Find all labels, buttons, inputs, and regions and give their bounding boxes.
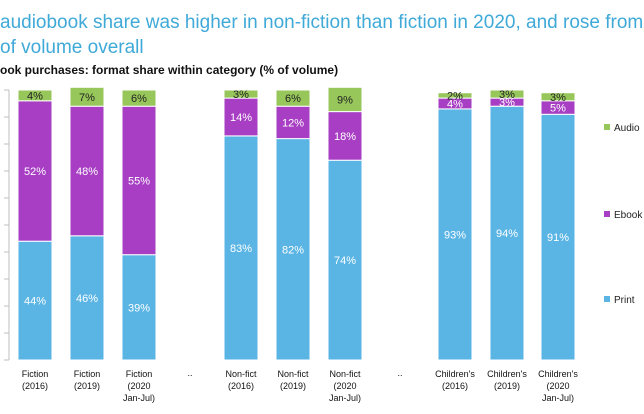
category-separator: .. [187, 368, 192, 378]
data-label-audio: 3% [233, 89, 249, 101]
bar-audio [275, 89, 311, 107]
data-label-ebook: 12% [282, 117, 304, 129]
data-label-audio: 7% [79, 92, 95, 104]
headline-line-2: of volume overall [0, 37, 144, 58]
legend: Audio Ebook Print [604, 123, 643, 306]
category-separator: .. [397, 368, 402, 378]
bar-print [121, 254, 157, 361]
bar-audio [327, 86, 363, 113]
data-label-ebook: 14% [230, 112, 252, 124]
bar-ebook [223, 97, 259, 137]
category-label: Fiction (2019) [74, 369, 101, 391]
category-label: Non-fict (2016) [225, 369, 257, 391]
bar-audio [69, 86, 105, 107]
bar-ebook [121, 105, 157, 256]
category-label: Non-fict (2019) [277, 369, 309, 391]
data-label-audio: 9% [337, 94, 353, 106]
bar-audio [17, 89, 53, 102]
category-label: Fiction (2020 Jan-Jul) [123, 369, 155, 403]
bar-audio [223, 89, 259, 99]
bar-print [327, 159, 363, 361]
data-label-print: 39% [128, 302, 150, 314]
data-label-print: 44% [24, 296, 46, 308]
data-label-print: 46% [76, 293, 98, 305]
data-label-print: 83% [230, 243, 252, 255]
category-label: Fiction (2016) [22, 369, 49, 391]
headline: audiobook share was higher in non-fictio… [0, 10, 644, 60]
legend-label-print: Print [614, 295, 635, 306]
bar-ebook [17, 100, 53, 242]
data-label-audio: 3% [550, 92, 566, 104]
data-label-ebook: 48% [76, 166, 98, 178]
bar-audio [437, 92, 473, 99]
legend-label-ebook: Ebook [614, 210, 643, 221]
data-label-print: 94% [496, 228, 518, 240]
data-label-ebook: 3% [499, 97, 515, 109]
data-label-ebook: 55% [128, 175, 150, 187]
category-label: Children's (2019) [487, 369, 527, 391]
data-label-audio: 4% [27, 90, 43, 102]
data-label-ebook: 4% [447, 99, 463, 111]
data-label-ebook: 52% [24, 166, 46, 178]
category-labels: Fiction (2016) Fiction (2019) Fiction (2020 Ja… [22, 368, 579, 403]
headline-line-1: audiobook share was higher in non-fictio… [0, 12, 644, 33]
bar-print [223, 135, 259, 361]
category-label: Non-fict (2020 Jan-Jul) [329, 369, 361, 403]
category-label: Children's (2020 Jan-Jul) [538, 369, 578, 403]
data-label-print: 93% [444, 229, 466, 241]
bar-audio [489, 89, 525, 99]
data-label-print: 91% [547, 232, 569, 244]
data-label-print: 82% [282, 244, 304, 256]
bar-print [489, 105, 525, 361]
data-label-ebook: 5% [550, 103, 566, 115]
bar-print [540, 113, 576, 361]
category-label: Children's (2016) [435, 369, 475, 391]
data-label-ebook: 18% [334, 131, 356, 143]
bar-print [17, 240, 53, 361]
legend-swatch-ebook [604, 211, 610, 217]
legend-swatch-print [604, 296, 610, 302]
legend-label-audio: Audio [614, 123, 640, 134]
bar-audio [540, 92, 576, 102]
bar-print [437, 108, 473, 361]
data-label-audio: 2% [447, 90, 463, 102]
chart-title: ook purchases: format share within categ… [0, 63, 339, 77]
bar-ebook [69, 105, 105, 237]
bar-audio [121, 89, 157, 107]
data-label-print: 74% [334, 255, 356, 267]
data-label-audio: 6% [131, 93, 147, 105]
bars-layer: 44% 52% 4% 46% 48% 7% 39% 55% 6% 83% 14% 3% 82% 12% 6%… [17, 86, 576, 361]
data-label-audio: 3% [499, 89, 515, 101]
y-axis [4, 89, 10, 361]
data-label-audio: 6% [285, 93, 301, 105]
bar-print [69, 235, 105, 361]
bar-ebook [275, 105, 311, 140]
bar-ebook [327, 111, 363, 161]
legend-swatch-audio [604, 124, 610, 130]
